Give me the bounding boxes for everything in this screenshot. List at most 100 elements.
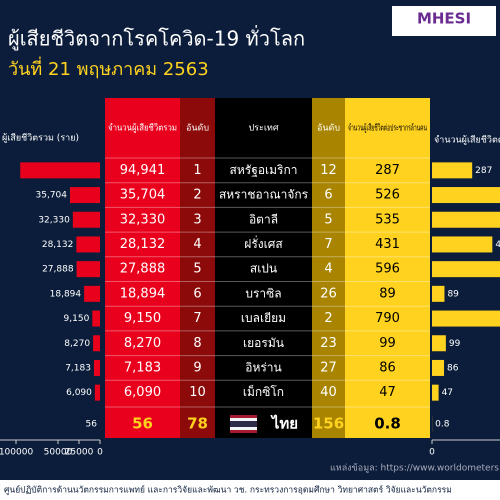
x-tick-label: 25000 bbox=[65, 448, 94, 458]
bar bbox=[20, 162, 101, 179]
table-cell: ฝรั่งเศส bbox=[244, 235, 283, 251]
table-cell: 40 bbox=[320, 385, 337, 400]
bar bbox=[432, 162, 473, 179]
bar bbox=[432, 236, 493, 253]
value-label: 28,132 bbox=[42, 240, 74, 250]
table-cell: 18,894 bbox=[120, 286, 166, 301]
bar bbox=[76, 261, 100, 278]
table-cell: อิตาลี bbox=[249, 212, 278, 226]
table-cell: 10 bbox=[189, 385, 206, 400]
table-cell: 0.8 bbox=[374, 415, 401, 433]
column-header: ประเทศ bbox=[248, 124, 278, 134]
table-cell: 26 bbox=[320, 286, 337, 301]
table-cell: 27,888 bbox=[120, 262, 166, 277]
table-cell: สหรัฐอเมริกา bbox=[230, 163, 298, 177]
value-label: 9,150 bbox=[64, 314, 90, 324]
table-cell: 6,090 bbox=[124, 385, 161, 400]
chart-title: ผู้เสียชีวิตรวม (ราย) bbox=[2, 133, 79, 144]
bar bbox=[432, 187, 500, 204]
value-label: 86 bbox=[447, 363, 459, 373]
value-label: 89 bbox=[447, 289, 459, 299]
table-cell: 94,941 bbox=[120, 163, 166, 178]
value-label: 7,183 bbox=[65, 363, 91, 373]
table-cell: 2 bbox=[324, 311, 332, 326]
bar bbox=[432, 285, 445, 302]
table-cell: 5 bbox=[193, 262, 201, 277]
table-cell: 4 bbox=[324, 262, 332, 277]
value-label: 287 bbox=[475, 166, 492, 176]
table-cell: 7 bbox=[324, 237, 332, 252]
column-header: จำนวนผู้เสียชีวิตต่อประชากรล้านคน bbox=[348, 123, 427, 134]
bar bbox=[432, 335, 446, 352]
x-tick-label: 50000 bbox=[44, 448, 73, 458]
table-cell: 526 bbox=[375, 188, 400, 203]
table-cell: 3 bbox=[193, 212, 201, 227]
value-label: 56 bbox=[85, 420, 97, 430]
title: ผู้เสียชีวิตจากโรคโควิด-19 ทั่วโลก bbox=[8, 25, 305, 52]
bar bbox=[94, 384, 100, 401]
bar bbox=[76, 236, 100, 253]
table-cell: 47 bbox=[379, 385, 396, 400]
table-cell: สหราชอาณาจักร bbox=[219, 188, 309, 202]
value-label: 99 bbox=[449, 339, 461, 349]
table-cell: 78 bbox=[187, 415, 208, 433]
table-cell: ไทย bbox=[270, 414, 298, 433]
table-cell: 6 bbox=[324, 188, 332, 203]
table-cell: 99 bbox=[379, 336, 396, 351]
bar bbox=[92, 310, 100, 327]
column-header: จำนวนผู้เสียชีวิตรวม bbox=[108, 123, 177, 134]
table-cell: เยอรมัน bbox=[243, 336, 284, 350]
bar bbox=[432, 384, 439, 401]
bar bbox=[93, 335, 100, 352]
bar bbox=[93, 359, 100, 376]
table-cell: 86 bbox=[379, 360, 396, 375]
table-cell: 23 bbox=[320, 336, 337, 351]
table-cell: 8,270 bbox=[124, 336, 161, 351]
value-label: 47 bbox=[442, 388, 453, 398]
table-cell: เม็กซิโก bbox=[243, 384, 284, 399]
table-cell: 596 bbox=[375, 262, 400, 277]
bar bbox=[70, 187, 100, 204]
value-label: 35,704 bbox=[36, 191, 68, 201]
column-background bbox=[312, 98, 345, 438]
logo: MHESI bbox=[417, 10, 471, 28]
source: แหล่งข้อมูล: https://www.worldometers.in… bbox=[330, 461, 500, 474]
table-cell: 535 bbox=[375, 212, 400, 227]
bar bbox=[432, 310, 500, 327]
flag-stripe bbox=[230, 421, 257, 427]
flag-stripe bbox=[230, 415, 257, 418]
footer-bar bbox=[0, 480, 500, 500]
table-cell: บราซิล bbox=[245, 286, 281, 300]
table-cell: 32,330 bbox=[120, 212, 166, 227]
value-label: 431 bbox=[495, 240, 500, 250]
table-cell: 156 bbox=[313, 415, 344, 433]
flag-stripe bbox=[230, 418, 257, 421]
table-cell: 6 bbox=[193, 286, 201, 301]
value-label: 6,090 bbox=[66, 388, 92, 398]
credit: ศูนย์ปฏิบัติการด้านนวัตกรรมการแพทย์ และก… bbox=[4, 485, 452, 496]
table-cell: เบลเยียม bbox=[241, 311, 286, 325]
value-label: 32,330 bbox=[38, 215, 70, 225]
table-cell: 5 bbox=[324, 212, 332, 227]
value-label: 27,888 bbox=[42, 265, 74, 275]
table-cell: 8 bbox=[193, 336, 201, 351]
value-label: 0.8 bbox=[435, 420, 450, 430]
column-background bbox=[215, 98, 312, 438]
table-cell: 790 bbox=[375, 311, 400, 326]
date: วันที่ 21 พฤษภาคม 2563 bbox=[8, 56, 209, 80]
table-cell: 35,704 bbox=[120, 188, 166, 203]
table-cell: 56 bbox=[132, 415, 153, 433]
table-cell: 431 bbox=[375, 237, 400, 252]
table-cell: 28,132 bbox=[120, 237, 166, 252]
table-cell: 1 bbox=[193, 163, 201, 178]
logo-box bbox=[392, 6, 496, 36]
table-cell: 287 bbox=[375, 163, 400, 178]
bar bbox=[72, 211, 100, 228]
table-cell: 4 bbox=[193, 237, 201, 252]
column-header: อันดับ bbox=[317, 124, 340, 134]
table-cell: 27 bbox=[320, 360, 337, 375]
table-cell: สเปน bbox=[250, 262, 277, 276]
x-tick-label: 0 bbox=[97, 448, 103, 458]
column-background bbox=[180, 98, 215, 438]
flag-stripe bbox=[230, 430, 257, 433]
